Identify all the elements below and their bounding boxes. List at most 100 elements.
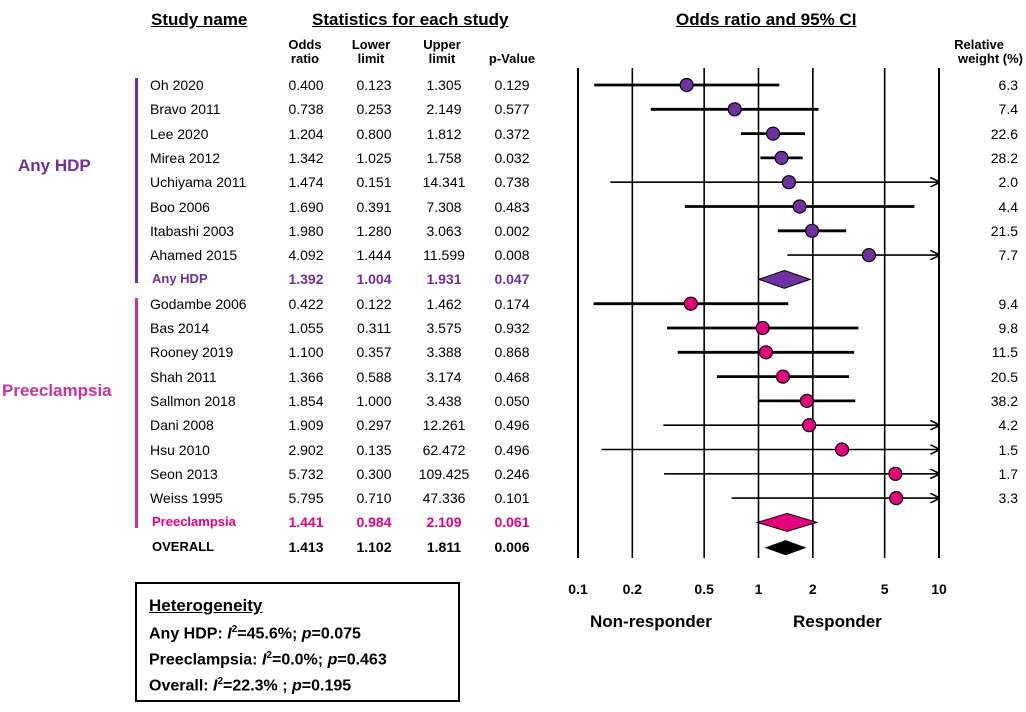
statistics-header: Statistics for each study xyxy=(312,10,509,29)
row-18-lower: 0.984 xyxy=(356,514,392,531)
het-pe-p: =0.463 xyxy=(337,651,387,669)
row-13-lower: 1.000 xyxy=(356,392,392,409)
x-tick-label-5: 5 xyxy=(880,581,889,597)
row-15-lower: 0.135 xyxy=(356,441,392,458)
preeclampsia-bracket xyxy=(135,298,138,528)
point-estimate-6 xyxy=(804,223,820,238)
point-estimate-4 xyxy=(781,175,797,190)
row-7-lower: 1.444 xyxy=(356,247,392,264)
row-10-study: Bas 2014 xyxy=(150,320,210,336)
row-17-or: 5.795 xyxy=(288,490,324,507)
row-9-p: 0.174 xyxy=(494,295,530,312)
row-2-or: 1.204 xyxy=(288,125,324,142)
het-pe-label: Preeclampsia: xyxy=(149,651,262,669)
row-0-study: Oh 2020 xyxy=(150,77,204,93)
row-9-weight: 9.4 xyxy=(998,295,1018,312)
row-19-or: 1.413 xyxy=(288,538,324,555)
upper-col-header-line1: Upper xyxy=(423,37,461,52)
point-estimate-17 xyxy=(889,491,904,506)
het-overall-i2: =22.3% ; xyxy=(223,677,292,695)
row-17-study: Weiss 1995 xyxy=(150,490,223,507)
point-estimate-0 xyxy=(679,77,694,93)
pvalue-col-header: p-Value xyxy=(488,51,536,66)
het-overall-label: Overall: xyxy=(149,677,214,695)
row-4-or: 1.474 xyxy=(288,174,324,191)
weight-col-header: Relative weight (%) xyxy=(930,38,1026,66)
x-tick-label-3: 1 xyxy=(754,581,763,597)
point-estimate-1 xyxy=(727,102,742,117)
row-6-or: 1.980 xyxy=(288,222,324,239)
row-12-weight: 20.5 xyxy=(990,368,1018,385)
het-any-p: =0.075 xyxy=(311,625,361,643)
summary-diamond-any-hdp xyxy=(757,269,812,289)
point-estimate-15 xyxy=(834,442,850,457)
row-14-or: 1.909 xyxy=(288,417,324,434)
row-0-lower: 0.123 xyxy=(356,77,392,93)
odds-ratio-col-header-line2: ratio xyxy=(290,51,320,66)
x-tick-label-1: 0.2 xyxy=(622,581,643,597)
row-14-upper: 12.261 xyxy=(422,417,466,434)
row-14-lower: 0.297 xyxy=(356,417,392,434)
row-12-study: Shah 2011 xyxy=(150,368,217,385)
row-0-weight: 6.3 xyxy=(998,77,1018,93)
row-8-study: Any HDP xyxy=(152,271,208,287)
row-16-study: Seon 2013 xyxy=(150,465,218,482)
row-17-p: 0.101 xyxy=(494,490,530,507)
row-4-lower: 0.151 xyxy=(356,174,392,191)
row-6-upper: 3.063 xyxy=(426,222,462,239)
study-name-header: Study name xyxy=(151,10,248,29)
row-3-weight: 28.2 xyxy=(990,149,1018,166)
row-10-weight: 9.8 xyxy=(998,320,1018,336)
row-9-study: Godambe 2006 xyxy=(150,295,247,312)
row-11-weight: 11.5 xyxy=(991,344,1018,361)
row-5-study: Boo 2006 xyxy=(150,198,210,215)
row-16-upper: 109.425 xyxy=(418,465,470,482)
point-estimate-11 xyxy=(758,345,774,360)
row-4-study: Uchiyama 2011 xyxy=(150,174,247,191)
upper-limit-col-header: Upper limit xyxy=(412,38,472,66)
point-estimate-10 xyxy=(755,320,770,336)
row-10-p: 0.932 xyxy=(494,320,530,336)
x-tick-label-6: 10 xyxy=(931,581,947,597)
row-1-or: 0.738 xyxy=(288,101,324,118)
row-19-p: 0.006 xyxy=(494,538,530,555)
weight-col-header-line2: weight (%) xyxy=(958,51,1023,66)
row-11-or: 1.100 xyxy=(288,344,324,361)
row-14-p: 0.496 xyxy=(494,417,530,434)
row-16-weight: 1.7 xyxy=(998,465,1018,482)
row-2-lower: 0.800 xyxy=(356,125,392,142)
row-15-upper: 62.472 xyxy=(422,441,466,458)
any-hdp-group-label: Any HDP xyxy=(18,156,91,175)
row-7-or: 4.092 xyxy=(288,247,324,264)
row-8-lower: 1.004 xyxy=(356,271,392,288)
row-10-lower: 0.311 xyxy=(357,320,391,336)
row-17-upper: 47.336 xyxy=(422,490,466,507)
lower-col-header-line1: Lower xyxy=(351,37,391,52)
row-9-lower: 0.122 xyxy=(356,295,392,312)
heterogeneity-box: Heterogeneity Any HDP: I2=45.6%; p=0.075… xyxy=(135,582,460,702)
row-10-upper: 3.575 xyxy=(426,320,462,336)
row-7-p: 0.008 xyxy=(494,247,530,264)
row-12-p: 0.468 xyxy=(494,368,530,385)
row-1-weight: 7.4 xyxy=(998,101,1018,118)
row-11-upper: 3.388 xyxy=(426,344,462,361)
row-13-weight: 38.2 xyxy=(990,392,1018,409)
row-5-lower: 0.391 xyxy=(356,198,392,215)
row-1-lower: 0.253 xyxy=(356,101,392,118)
row-17-weight: 3.3 xyxy=(998,490,1018,507)
row-0-upper: 1.305 xyxy=(426,77,462,93)
lower-limit-col-header: Lower limit xyxy=(341,38,401,66)
row-9-or: 0.422 xyxy=(288,295,324,312)
row-6-p: 0.002 xyxy=(494,222,530,239)
row-11-study: Rooney 2019 xyxy=(150,344,234,361)
point-estimate-5 xyxy=(792,199,807,214)
row-3-lower: 1.025 xyxy=(356,149,392,166)
row-7-study: Ahamed 2015 xyxy=(150,247,238,264)
x-tick-label-0: 0.1 xyxy=(568,581,588,597)
heterogeneity-any-hdp: Any HDP: I2=45.6%; p=0.075 xyxy=(149,624,361,643)
row-12-lower: 0.588 xyxy=(356,368,392,385)
row-11-p: 0.868 xyxy=(494,344,530,361)
row-6-lower: 1.280 xyxy=(356,222,392,239)
x-tick-label-4: 2 xyxy=(808,581,817,597)
